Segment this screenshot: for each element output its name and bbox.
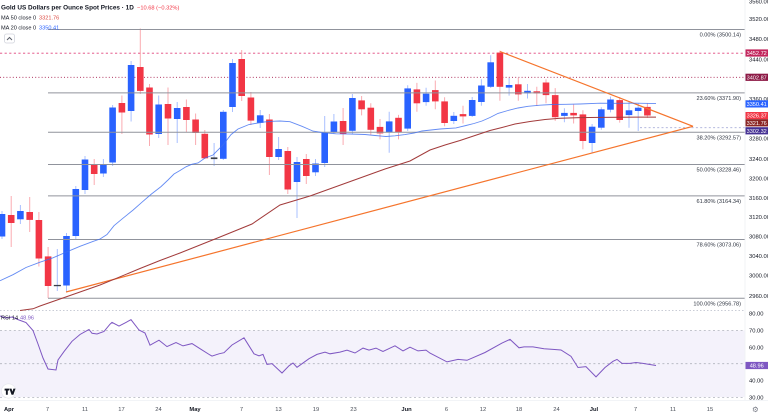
- svg-text:MA 50 close 0: MA 50 close 0: [1, 15, 36, 21]
- svg-text:3120.00: 3120.00: [749, 215, 768, 221]
- svg-text:3440.00: 3440.00: [749, 57, 768, 63]
- svg-text:48.96: 48.96: [20, 316, 34, 322]
- svg-text:78.60% (3073.06): 78.60% (3073.06): [697, 243, 742, 249]
- svg-text:3402.87: 3402.87: [747, 75, 767, 81]
- svg-text:Apr: Apr: [4, 407, 15, 413]
- svg-text:18: 18: [516, 407, 522, 413]
- svg-text:3326.37: 3326.37: [747, 114, 767, 120]
- svg-text:3240.00: 3240.00: [749, 157, 768, 163]
- svg-text:23: 23: [350, 407, 356, 413]
- svg-text:3280.00: 3280.00: [749, 137, 768, 143]
- svg-text:7: 7: [46, 407, 49, 413]
- svg-text:80.00: 80.00: [749, 311, 764, 317]
- svg-text:RSI 14: RSI 14: [1, 316, 18, 322]
- svg-text:13: 13: [275, 407, 281, 413]
- svg-text:3040.00: 3040.00: [749, 254, 768, 260]
- svg-text:−10.68 (−0.32%): −10.68 (−0.32%): [137, 6, 179, 12]
- svg-text:12: 12: [480, 407, 486, 413]
- svg-text:3560.00: 3560.00: [749, 0, 768, 6]
- svg-text:3480.00: 3480.00: [749, 37, 768, 43]
- svg-text:70.00: 70.00: [749, 329, 764, 335]
- svg-text:19: 19: [313, 407, 319, 413]
- svg-text:3321.76: 3321.76: [39, 15, 59, 21]
- svg-text:60.00: 60.00: [749, 345, 764, 351]
- svg-text:⚙: ⚙: [752, 405, 759, 414]
- svg-text:3160.00: 3160.00: [749, 196, 768, 202]
- svg-text:24: 24: [155, 407, 162, 413]
- svg-text:3302.32: 3302.32: [747, 129, 767, 135]
- svg-text:23.60% (3371.90): 23.60% (3371.90): [697, 96, 742, 102]
- svg-text:7: 7: [634, 407, 637, 413]
- svg-text:38.20% (3292.57): 38.20% (3292.57): [697, 136, 742, 142]
- svg-text:Jul: Jul: [590, 407, 599, 413]
- svg-text:11: 11: [670, 407, 676, 413]
- svg-text:3350.41: 3350.41: [747, 102, 767, 108]
- svg-text:0.00% (3500.14): 0.00% (3500.14): [700, 33, 741, 39]
- svg-text:3200.00: 3200.00: [749, 177, 768, 183]
- svg-text:15: 15: [707, 407, 713, 413]
- svg-text:24: 24: [553, 407, 560, 413]
- svg-text:3452.72: 3452.72: [747, 51, 767, 57]
- svg-text:May: May: [189, 407, 201, 413]
- svg-text:40.00: 40.00: [749, 379, 764, 385]
- svg-text:7: 7: [240, 407, 243, 413]
- svg-text:Gold US Dollars per Ounce Spot: Gold US Dollars per Ounce Spot Prices · …: [1, 5, 134, 12]
- svg-text:MA 20 close 0: MA 20 close 0: [1, 25, 36, 31]
- svg-text:11: 11: [82, 407, 88, 413]
- svg-text:17: 17: [118, 407, 124, 413]
- svg-text:48.96: 48.96: [750, 364, 764, 370]
- svg-text:50.00% (3228.46): 50.00% (3228.46): [697, 168, 742, 174]
- svg-text:3321.76: 3321.76: [747, 121, 767, 127]
- svg-text:61.80% (3164.34): 61.80% (3164.34): [697, 199, 742, 205]
- svg-text:100.00% (2956.78): 100.00% (2956.78): [693, 302, 741, 308]
- svg-text:2960.00: 2960.00: [749, 294, 768, 300]
- svg-text:Jun: Jun: [401, 407, 412, 413]
- svg-text:3520.00: 3520.00: [749, 17, 768, 23]
- svg-text:3080.00: 3080.00: [749, 234, 768, 240]
- svg-text:3350.41: 3350.41: [39, 25, 59, 31]
- svg-text:6: 6: [445, 407, 448, 413]
- svg-text:3000.00: 3000.00: [749, 274, 768, 280]
